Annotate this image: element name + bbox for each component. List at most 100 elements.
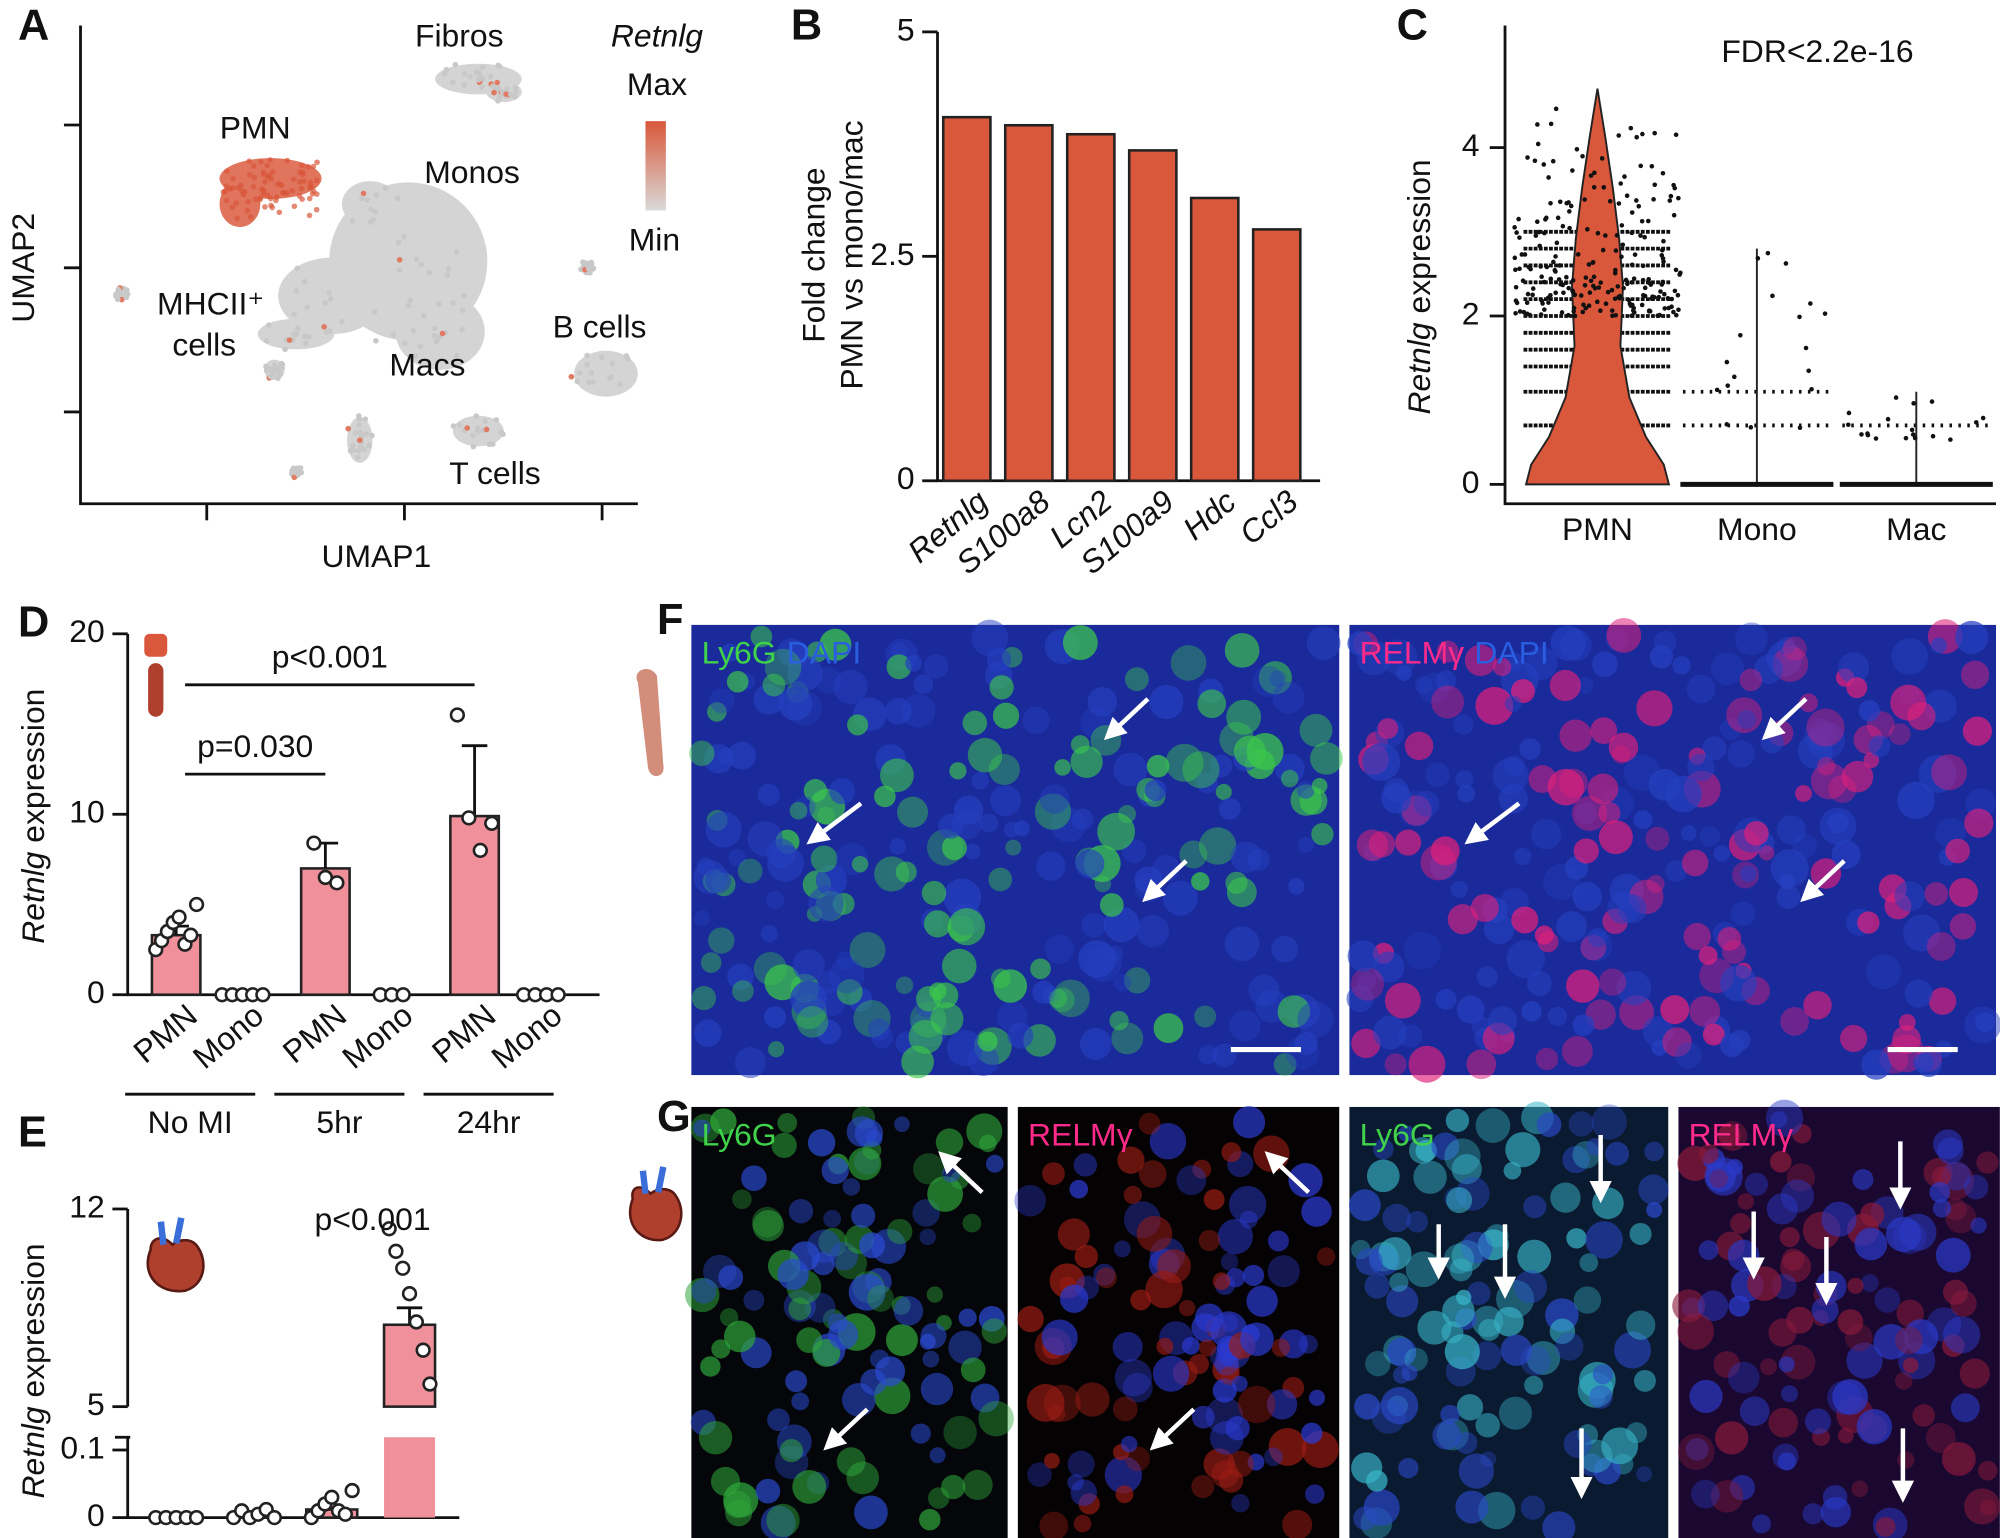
- cell: [1894, 1372, 1913, 1390]
- cluster-label: Fibros: [415, 18, 504, 54]
- cell: [1629, 1222, 1652, 1246]
- cell: [1944, 1198, 1967, 1221]
- cell-dot: [495, 85, 502, 92]
- y-axis-label-part: Retnlg: [1402, 322, 1438, 414]
- cell: [1272, 681, 1305, 714]
- cell: [762, 673, 786, 697]
- cell: [905, 654, 922, 672]
- cell-dot: [1532, 158, 1538, 164]
- cell: [1246, 1285, 1278, 1317]
- cell-dot: [297, 169, 303, 176]
- cell: [1435, 670, 1457, 692]
- cell: [1728, 1295, 1750, 1317]
- cell: [859, 1232, 886, 1259]
- cell: [1758, 845, 1775, 861]
- cell-dot: [294, 325, 301, 331]
- data-point: [183, 927, 199, 943]
- cell: [693, 1119, 711, 1138]
- cell: [1395, 829, 1422, 856]
- cell-dot: [459, 307, 466, 314]
- cell: [908, 1019, 943, 1054]
- cell-dot: [1560, 282, 1566, 288]
- cell: [1440, 1404, 1460, 1425]
- cell: [1114, 1358, 1152, 1397]
- cell-dot: [359, 195, 365, 202]
- cell-dot: [1603, 301, 1609, 307]
- cell: [1047, 1404, 1066, 1423]
- cell-dot: [305, 334, 312, 340]
- cell: [1797, 733, 1833, 769]
- cell-dot: [1809, 386, 1814, 392]
- cell: [764, 648, 802, 686]
- cell-dot: [297, 465, 304, 471]
- cell: [1406, 1211, 1429, 1233]
- cell: [1097, 812, 1136, 851]
- cell: [1891, 638, 1928, 675]
- cell-dot: [289, 187, 296, 194]
- cell: [1846, 677, 1868, 699]
- cell: [970, 1383, 1000, 1413]
- panel-letter: G: [657, 1093, 691, 1141]
- cell-dot: [1765, 250, 1771, 256]
- cell: [737, 858, 763, 884]
- cell-dot: [1566, 200, 1571, 205]
- cell-dot: [276, 209, 283, 216]
- cell-dot: [1624, 193, 1630, 198]
- cell: [1776, 815, 1806, 845]
- cell-dot: [294, 469, 300, 475]
- cell: [705, 811, 742, 848]
- cell: [922, 1350, 940, 1368]
- cell: [943, 878, 982, 917]
- cell-dot: [1546, 175, 1551, 180]
- cell: [1476, 966, 1498, 988]
- cell-dot: [326, 328, 333, 334]
- cell-dot: [1646, 280, 1652, 285]
- cell: [803, 778, 827, 803]
- cell-dot: [260, 187, 267, 194]
- cell-dot: [222, 188, 228, 194]
- cell-dot: [1629, 230, 1635, 236]
- cell: [1431, 685, 1465, 719]
- cell: [1231, 1375, 1248, 1392]
- cell-dot: [1732, 374, 1737, 380]
- cell-dot: [1639, 302, 1645, 308]
- cell-dot: [1642, 293, 1648, 299]
- cell: [828, 957, 865, 994]
- cell: [1456, 995, 1485, 1024]
- cell-dot: [1596, 285, 1602, 290]
- cell: [1941, 1441, 1976, 1476]
- cell: [1239, 1210, 1258, 1229]
- cell-dot: [1673, 132, 1679, 138]
- cell: [1638, 1174, 1669, 1205]
- cell-dot: [1560, 223, 1566, 229]
- cell: [1403, 931, 1441, 970]
- data-point: [408, 1314, 424, 1330]
- cell: [1519, 738, 1541, 760]
- cell-dot: [407, 297, 414, 304]
- cell-dot: [1646, 276, 1651, 282]
- cell-dot: [363, 431, 370, 437]
- axis: [1503, 25, 1997, 506]
- cell: [910, 1423, 931, 1444]
- cell: [1277, 995, 1311, 1028]
- y-axis-label-part: Retnlg: [15, 851, 51, 943]
- cell-dot: [1512, 225, 1517, 230]
- cell: [1897, 781, 1935, 820]
- y-tick-label: 0.1: [60, 1429, 104, 1465]
- cell-dot: [1513, 267, 1518, 273]
- cell: [719, 1308, 739, 1327]
- cell: [1220, 1252, 1239, 1271]
- cell: [757, 783, 780, 806]
- cell: [1781, 1385, 1799, 1403]
- cell-dot: [1598, 308, 1603, 314]
- cell-dot: [1544, 264, 1550, 270]
- cell: [1007, 1022, 1034, 1049]
- cell: [1062, 625, 1098, 661]
- cell: [1606, 617, 1642, 653]
- cell-dot: [1582, 283, 1588, 288]
- cell: [1904, 979, 1933, 1008]
- cell-dot: [310, 163, 317, 170]
- cell-dot: [233, 200, 240, 206]
- cell-dot: [299, 162, 305, 169]
- cell-dot: [1564, 274, 1569, 280]
